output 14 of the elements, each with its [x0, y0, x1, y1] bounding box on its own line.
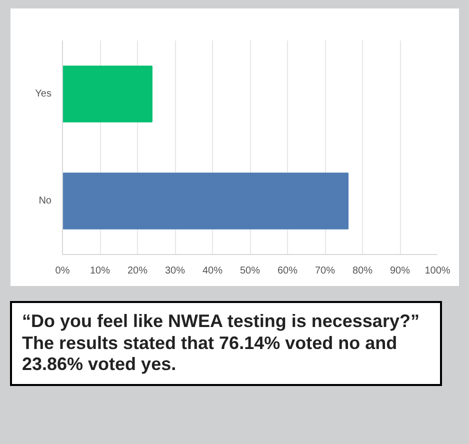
x-tick-label: 100%: [424, 266, 450, 276]
x-tick-label: 80%: [352, 266, 373, 276]
x-tick-label: 40%: [202, 266, 223, 276]
y-tick-label: No: [38, 196, 52, 206]
x-tick-label: 70%: [314, 266, 336, 276]
x-tick-label: 50%: [240, 266, 260, 276]
x-tick-label: 90%: [390, 266, 410, 276]
y-tick-label: Yes: [35, 88, 52, 100]
x-tick-label: 20%: [127, 266, 148, 276]
x-tick-label: 10%: [90, 266, 110, 276]
x-tick-label: 0%: [55, 266, 70, 276]
x-tick-label: 30%: [164, 266, 186, 276]
x-tick-label: 60%: [277, 266, 298, 276]
text: “Do you feel like NWEA testing is necessary?” The results stated that 76.14% voted no and 23.86% voted yes.: [22, 311, 420, 376]
